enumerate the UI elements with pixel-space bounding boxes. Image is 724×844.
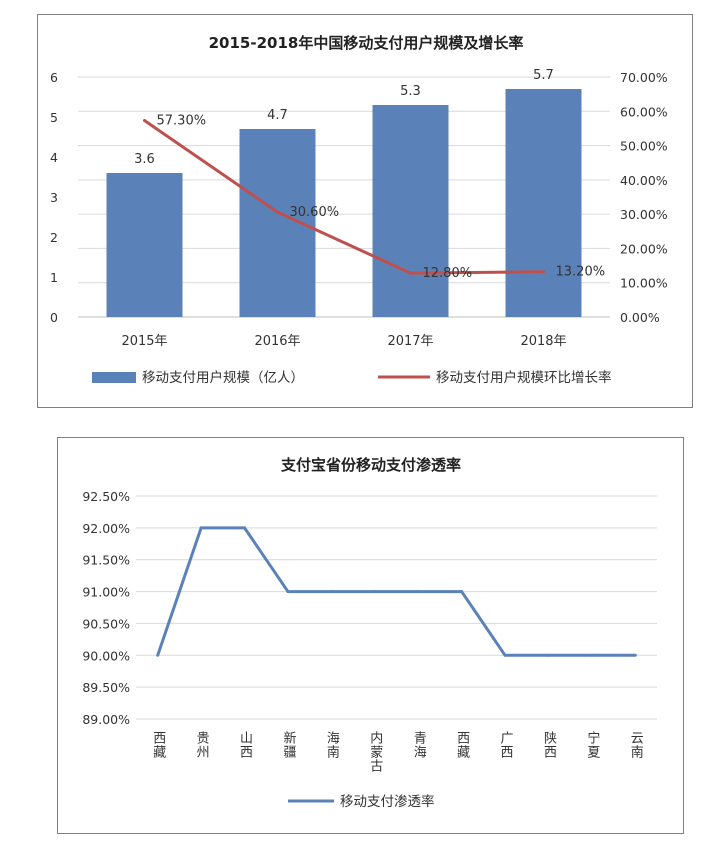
x-tick-label: 海南 <box>324 731 340 759</box>
y-right-tick-label: 30.00% <box>620 207 668 222</box>
legend-swatch-bar <box>92 372 136 383</box>
penetration-point <box>590 653 594 657</box>
y-right-tick-label: 0.00% <box>620 310 660 325</box>
y-left-tick-label: 2 <box>50 230 58 245</box>
chart-title: 2015-2018年中国移动支付用户规模及增长率 <box>209 34 524 52</box>
x-tick-label: 云南 <box>628 731 644 759</box>
y-left-tick-label: 5 <box>50 110 58 125</box>
growth-point <box>542 270 545 274</box>
y-right-tick-label: 50.00% <box>620 139 668 154</box>
growth-data-label: 30.60% <box>290 205 340 220</box>
growth-data-label: 57.30% <box>157 114 207 129</box>
y-tick-label: 91.00% <box>82 585 130 600</box>
penetration-point <box>373 590 377 594</box>
bar-data-label: 5.3 <box>400 84 421 99</box>
x-tick-label: 2015年 <box>121 334 167 349</box>
y-right-tick-label: 10.00% <box>620 276 668 291</box>
legend-label-bar: 移动支付用户规模（亿人） <box>142 369 304 386</box>
x-tick-label: 2018年 <box>520 334 566 349</box>
penetration-point <box>243 526 247 530</box>
y-tick-label: 92.00% <box>82 521 130 536</box>
bar <box>372 105 449 317</box>
chart-user-scale: 2015-2018年中国移动支付用户规模及增长率 0.00% 10.00% 20.0… <box>37 14 693 408</box>
y-tick-label: 91.50% <box>82 553 130 568</box>
bar <box>505 89 582 317</box>
growth-point <box>143 119 146 123</box>
legend-label-line: 移动支付用户规模环比增长率 <box>436 369 612 386</box>
x-tick-label: 陕西 <box>541 731 557 759</box>
penetration-point <box>546 653 550 657</box>
y-right-tick-label: 40.00% <box>620 173 668 188</box>
growth-data-label: 13.20% <box>556 265 606 280</box>
legend-label-line: 移动支付渗透率 <box>340 793 435 810</box>
x-tick-label: 广西 <box>498 731 513 759</box>
bar-data-label: 4.7 <box>267 108 288 123</box>
penetration-point <box>416 590 420 594</box>
x-tick-label: 贵州 <box>194 731 210 759</box>
growth-point <box>409 271 412 275</box>
penetration-point <box>460 590 464 594</box>
y-left-tick-label: 4 <box>50 150 58 165</box>
chart-title: 支付宝省份移动支付渗透率 <box>280 456 461 474</box>
growth-line <box>143 119 544 275</box>
y-left-tick-label: 3 <box>50 190 58 205</box>
y-tick-label: 89.50% <box>82 680 130 695</box>
bar-data-label: 3.6 <box>134 152 155 167</box>
y-tick-label: 90.50% <box>82 616 130 631</box>
penetration-point <box>633 653 637 657</box>
x-tick-label: 青海 <box>411 731 427 759</box>
y-right-tick-label: 70.00% <box>620 70 668 85</box>
y-tick-label: 92.50% <box>82 489 130 504</box>
y-right-tick-label: 20.00% <box>620 241 668 256</box>
x-tick-label: 2016年 <box>254 334 300 349</box>
penetration-point <box>503 653 507 657</box>
y-tick-label: 90.00% <box>82 648 130 663</box>
y-left-tick-label: 6 <box>50 70 58 85</box>
chart-user-scale-svg: 2015-2018年中国移动支付用户规模及增长率 0.00% 10.00% 20.0… <box>50 34 668 386</box>
y-left-tick-label: 0 <box>50 310 58 325</box>
chart-penetration-svg: 支付宝省份移动支付渗透率 89.00% 89.50% 90.00% 90.50% 91.… <box>82 456 657 810</box>
penetration-point <box>286 590 290 594</box>
y-left-tick-label: 1 <box>50 270 58 285</box>
x-tick-label: 宁夏 <box>584 730 600 759</box>
penetration-point <box>329 590 333 594</box>
x-tick-label: 2017年 <box>387 334 433 349</box>
penetration-point <box>199 526 203 530</box>
bar-data-label: 5.7 <box>533 68 554 83</box>
growth-data-label: 12.80% <box>423 266 473 281</box>
x-tick-label: 西藏 <box>150 731 166 759</box>
x-tick-label: 内蒙古 <box>367 730 383 773</box>
y-right-tick-label: 60.00% <box>620 104 668 119</box>
y-tick-label: 89.00% <box>82 712 130 727</box>
penetration-point <box>156 653 160 657</box>
x-tick-label: 新疆 <box>280 730 296 759</box>
bar <box>106 173 183 317</box>
chart-penetration: 支付宝省份移动支付渗透率 89.00% 89.50% 90.00% 90.50% 91.… <box>57 437 684 834</box>
x-tick-label: 山西 <box>237 731 253 759</box>
x-tick-label: 西藏 <box>454 731 470 759</box>
growth-point <box>276 210 279 214</box>
penetration-line <box>156 526 636 657</box>
